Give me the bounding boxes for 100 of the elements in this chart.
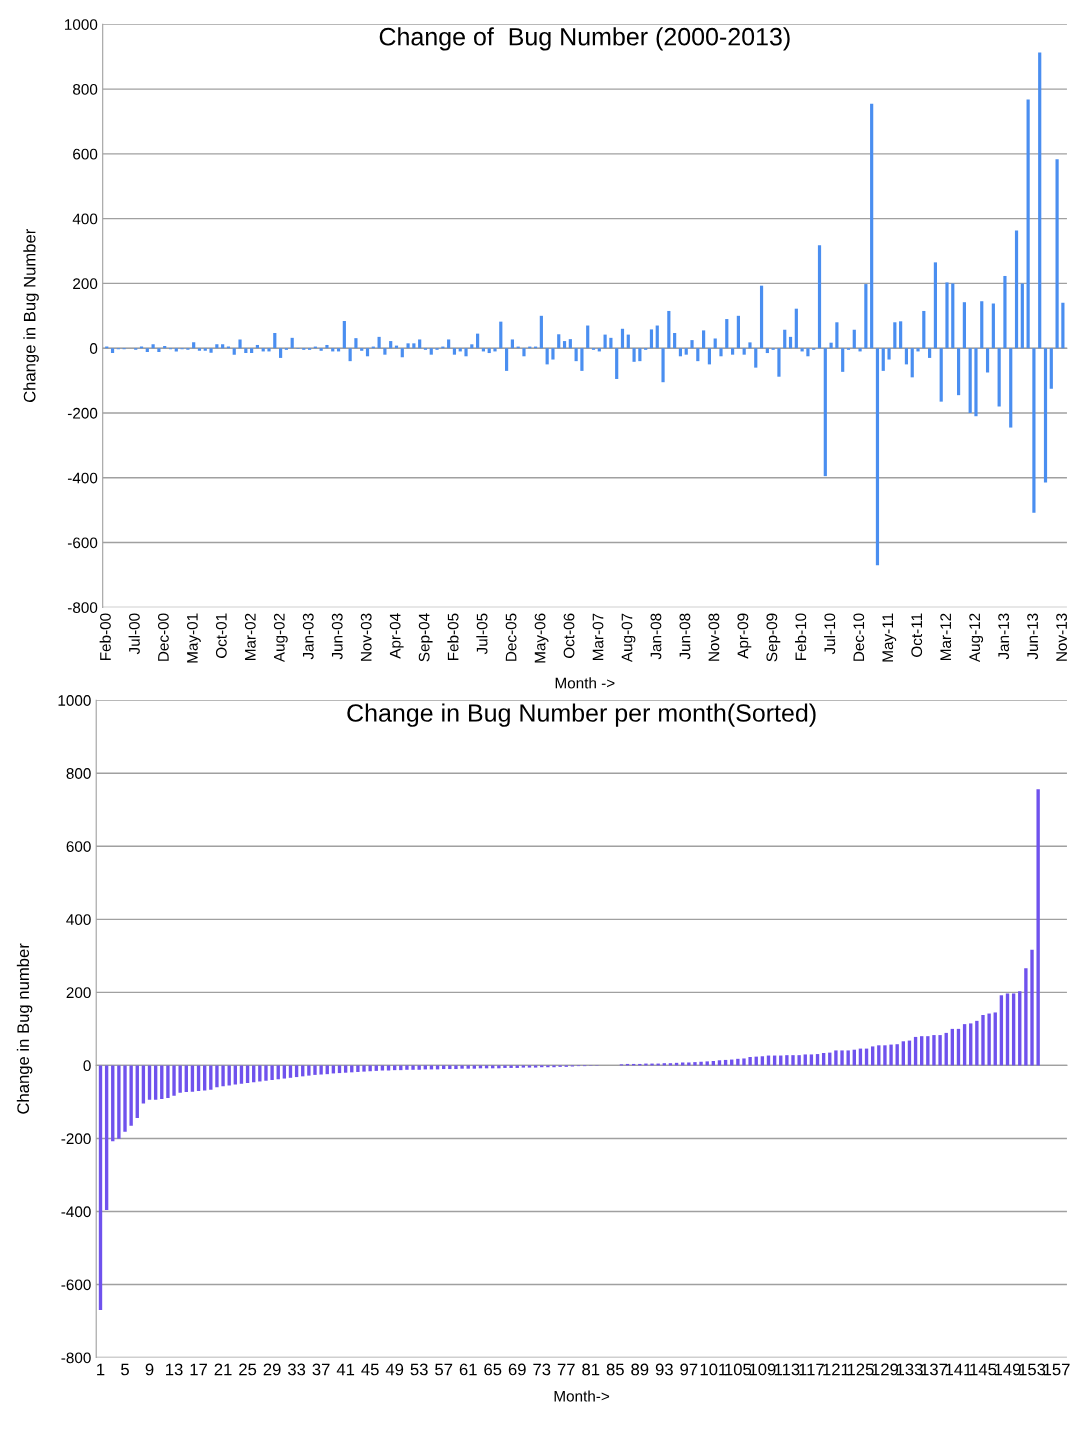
x-tick-label: Oct-01 bbox=[215, 613, 227, 658]
x-tick-label: 113 bbox=[774, 1363, 800, 1376]
x-tick-label: 157 bbox=[1043, 1363, 1070, 1376]
x-tick-label: Jan-08 bbox=[650, 613, 662, 660]
bar bbox=[365, 348, 370, 357]
x-tick-label: Mar-02 bbox=[244, 613, 256, 661]
bar bbox=[447, 339, 451, 349]
bar bbox=[875, 348, 880, 566]
bar bbox=[418, 339, 422, 349]
x-tick-label: 1 bbox=[97, 1363, 105, 1376]
bar bbox=[153, 1065, 158, 1100]
x-tick-label: 65 bbox=[484, 1363, 502, 1376]
bar bbox=[521, 1065, 526, 1068]
bar bbox=[991, 303, 995, 349]
bar bbox=[806, 348, 810, 357]
bar bbox=[748, 1057, 752, 1066]
bar bbox=[684, 348, 688, 355]
bar bbox=[889, 1044, 893, 1066]
bar bbox=[693, 1062, 697, 1066]
bar bbox=[509, 1065, 513, 1068]
x-tick-label: 125 bbox=[847, 1363, 874, 1376]
bar bbox=[933, 262, 937, 349]
y-tick-label: -800 bbox=[61, 1352, 91, 1364]
x-tick-label: 37 bbox=[312, 1363, 330, 1376]
bar bbox=[123, 1065, 127, 1132]
x-tick-label: Nov-08 bbox=[708, 613, 720, 661]
bar bbox=[980, 301, 984, 349]
bar bbox=[458, 348, 462, 352]
x-tick-label: 69 bbox=[508, 1363, 526, 1376]
bar bbox=[975, 1020, 979, 1066]
bar bbox=[725, 319, 729, 349]
bar bbox=[539, 315, 543, 349]
bar bbox=[290, 337, 294, 349]
bar bbox=[215, 344, 219, 349]
bar bbox=[448, 1065, 452, 1070]
x-tick-label: Jun-03 bbox=[331, 613, 343, 660]
bar bbox=[356, 1065, 360, 1072]
bar bbox=[545, 348, 549, 365]
bar bbox=[707, 348, 711, 365]
bar bbox=[981, 1015, 985, 1066]
x-tick-label: 93 bbox=[655, 1363, 673, 1376]
bar bbox=[460, 1065, 464, 1069]
bar bbox=[932, 1035, 936, 1066]
bar bbox=[748, 342, 752, 349]
bar bbox=[817, 245, 822, 349]
x-tick-label: 25 bbox=[239, 1363, 257, 1376]
bar bbox=[1049, 348, 1053, 389]
bar bbox=[551, 348, 555, 360]
y-tick-label: 600 bbox=[73, 148, 98, 160]
bar bbox=[383, 348, 387, 355]
bar bbox=[374, 1065, 378, 1071]
bar bbox=[661, 348, 665, 383]
bar bbox=[574, 348, 578, 362]
bar bbox=[1043, 348, 1048, 483]
bar bbox=[255, 344, 260, 349]
bar bbox=[1024, 968, 1028, 1066]
bar bbox=[858, 348, 862, 352]
bar bbox=[343, 1065, 348, 1073]
x-tick-label: Jul-00 bbox=[128, 613, 140, 655]
bar bbox=[742, 1058, 746, 1066]
bar bbox=[244, 348, 248, 354]
y-tick-label: 800 bbox=[73, 83, 98, 95]
bar bbox=[797, 1055, 801, 1066]
bar bbox=[939, 348, 943, 402]
bar bbox=[910, 348, 914, 378]
bar bbox=[129, 1065, 133, 1126]
y-tick-label: 400 bbox=[66, 914, 91, 926]
y-tick-label: 0 bbox=[83, 1060, 91, 1072]
bar bbox=[487, 348, 491, 354]
x-tick-label: Jan-03 bbox=[302, 613, 314, 660]
bar bbox=[399, 1065, 403, 1071]
bar bbox=[196, 1065, 201, 1091]
bar bbox=[893, 322, 897, 349]
bar bbox=[870, 103, 874, 349]
x-tick-label: Jul-10 bbox=[823, 613, 836, 655]
bar bbox=[209, 348, 213, 353]
y-tick-label: -400 bbox=[67, 472, 98, 484]
bar bbox=[1020, 283, 1024, 349]
bar bbox=[852, 329, 856, 349]
x-tick-label: 137 bbox=[921, 1363, 948, 1376]
bar bbox=[406, 343, 410, 349]
bar bbox=[603, 334, 607, 349]
x-tick-label: 13 bbox=[166, 1363, 183, 1376]
bar bbox=[649, 329, 654, 349]
bar bbox=[221, 344, 225, 349]
bar bbox=[172, 1065, 176, 1096]
bar bbox=[360, 348, 364, 351]
x-tick-label: 41 bbox=[336, 1363, 355, 1376]
x-tick-label: 97 bbox=[680, 1363, 698, 1376]
x-tick-label: Mar-07 bbox=[592, 613, 604, 661]
bar bbox=[411, 1065, 415, 1070]
bar bbox=[713, 338, 717, 349]
bar bbox=[294, 1065, 299, 1078]
x-tick-label: Dec-10 bbox=[853, 613, 865, 661]
bar bbox=[928, 348, 932, 358]
x-tick-label: Oct-11 bbox=[911, 613, 923, 657]
y-tick-label: 0 bbox=[89, 343, 98, 354]
y-tick-label: -200 bbox=[61, 1133, 91, 1145]
bar bbox=[261, 348, 265, 352]
bar bbox=[245, 1065, 250, 1083]
